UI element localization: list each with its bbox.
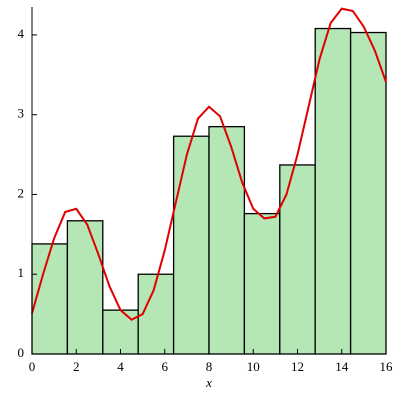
bar — [66, 220, 104, 355]
x-tick-label: 14 — [335, 359, 349, 374]
bar — [102, 309, 139, 355]
y-tick-label: 1 — [18, 265, 25, 280]
x-tick-label: 6 — [162, 359, 169, 374]
bar — [243, 212, 281, 355]
y-tick-label: 3 — [18, 106, 25, 121]
x-tick-label: 16 — [380, 359, 394, 374]
bar — [349, 31, 387, 355]
x-tick-label: 2 — [73, 359, 80, 374]
bar — [31, 243, 69, 355]
x-tick-label: 10 — [247, 359, 260, 374]
x-axis-label: x — [205, 375, 212, 390]
y-tick-label: 4 — [18, 26, 25, 41]
x-tick-label: 8 — [206, 359, 213, 374]
bar — [279, 164, 316, 355]
curve — [31, 7, 387, 321]
bar — [137, 273, 175, 355]
bar — [172, 135, 210, 355]
y-tick-label: 2 — [18, 185, 25, 200]
y-tick-label: 0 — [18, 345, 25, 360]
x-tick-label: 12 — [291, 359, 304, 374]
bar — [208, 126, 246, 355]
x-tick-label: 4 — [117, 359, 124, 374]
bar — [314, 27, 352, 355]
x-tick-label: 0 — [29, 359, 36, 374]
